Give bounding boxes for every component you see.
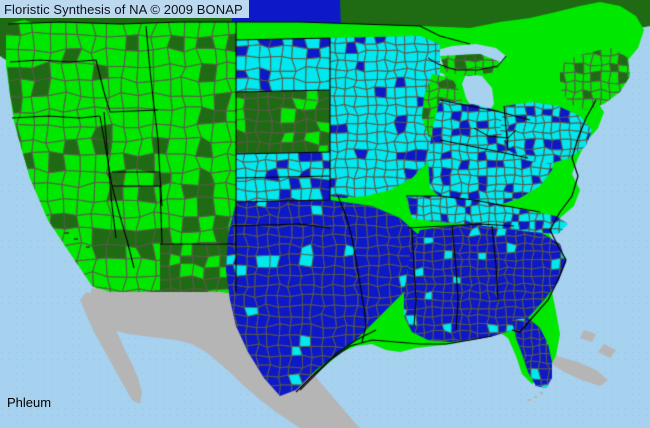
map-title: Floristic Synthesis of NA © 2009 BONAP	[4, 1, 243, 17]
taxon-name-label: Phleum	[7, 395, 52, 410]
map-title-plate: Floristic Synthesis of NA © 2009 BONAP	[0, 0, 249, 18]
